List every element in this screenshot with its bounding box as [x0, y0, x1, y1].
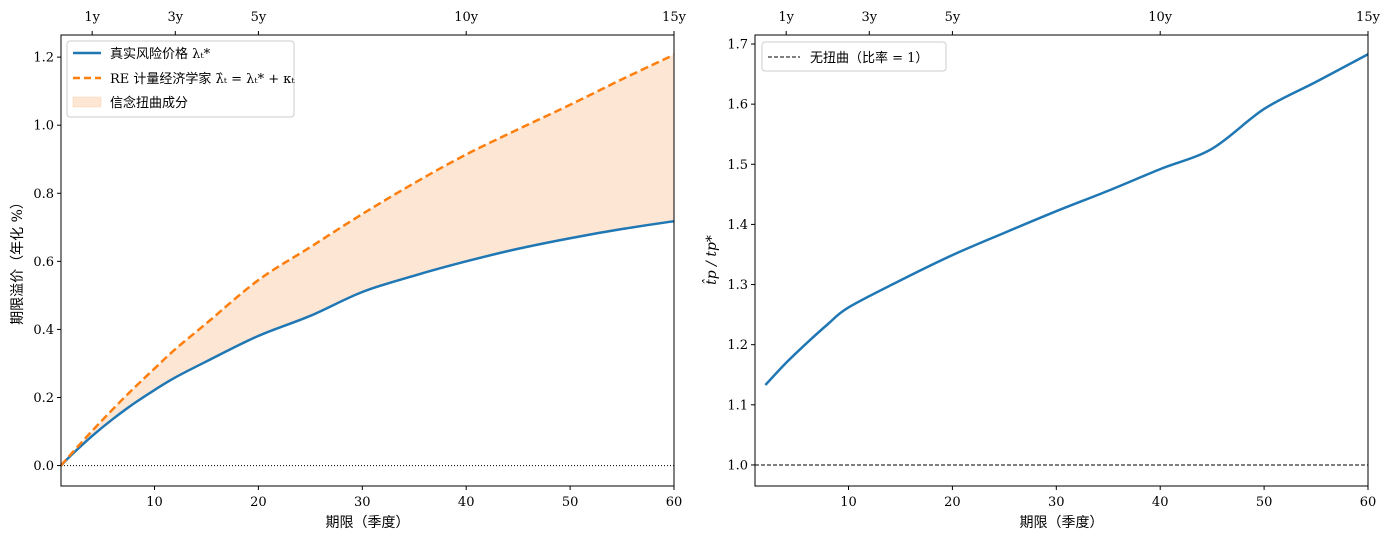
y-tick-label: 1.0	[727, 458, 748, 473]
right-y-axis-label: t̂p / tp*	[701, 235, 720, 285]
legend-label-true-risk-price: 真实风险价格 λₜ*	[110, 46, 211, 62]
right-legend: 无扭曲（比率 = 1）	[761, 41, 947, 72]
x-tick-label: 60	[1360, 495, 1377, 510]
y-tick-label: 1.6	[727, 98, 748, 113]
top-tick-label: 10y	[454, 10, 479, 25]
legend-label-re-econometrician: RE 计量经济学家 λ̂ₜ = λₜ* + κₜ	[110, 71, 295, 87]
left-x-ticks: 10 20 30 40 50 60	[146, 486, 682, 510]
left-axes-frame	[60, 34, 675, 487]
top-tick-label: 3y	[861, 10, 877, 25]
y-tick-label: 0.0	[33, 459, 54, 474]
x-tick-label: 30	[1048, 495, 1065, 510]
right-series-line-0	[764, 53, 1369, 386]
left-series-line-1	[60, 53, 675, 467]
top-tick-label: 1y	[778, 10, 794, 25]
right-x-axis-label: 期限（季度）	[1020, 515, 1104, 531]
x-tick-label: 30	[354, 495, 371, 510]
y-tick-label: 1.5	[727, 158, 748, 173]
x-tick-label: 40	[458, 495, 475, 510]
left-y-ticks: 0.0 0.2 0.4 0.6 0.8 1.0 1.2	[33, 51, 61, 474]
y-tick-label: 1.1	[727, 398, 748, 413]
x-tick-label: 20	[944, 495, 961, 510]
y-tick-label: 1.2	[727, 338, 748, 353]
top-tick-label: 5y	[251, 10, 267, 25]
x-tick-label: 50	[562, 495, 579, 510]
left-legend: 真实风险价格 λₜ* RE 计量经济学家 λ̂ₜ = λₜ* + κₜ 信念扭曲…	[66, 40, 295, 118]
y-tick-label: 1.4	[727, 218, 748, 233]
y-tick-label: 0.8	[33, 187, 54, 202]
x-tick-label: 60	[666, 495, 683, 510]
y-tick-label: 1.7	[727, 38, 748, 53]
top-tick-label: 15y	[662, 10, 687, 25]
top-tick-label: 3y	[167, 10, 183, 25]
y-tick-label: 1.2	[33, 51, 54, 66]
left-plot-area	[60, 53, 675, 467]
top-tick-label: 1y	[84, 10, 100, 25]
left-top-ticks: 1y 3y 5y 10y 15y	[84, 10, 687, 35]
x-tick-label: 10	[840, 495, 857, 510]
legend-label-belief-distortion: 信念扭曲成分	[110, 95, 188, 111]
right-x-ticks: 10 20 30 40 50 60	[840, 486, 1376, 510]
top-tick-label: 10y	[1148, 10, 1173, 25]
right-plot-area	[755, 53, 1369, 466]
right-axes-frame	[754, 34, 1369, 487]
belief-distortion-band	[61, 54, 674, 466]
y-tick-label: 1.0	[33, 119, 54, 134]
y-tick-label: 1.3	[727, 278, 748, 293]
x-tick-label: 50	[1256, 495, 1273, 510]
top-tick-label: 5y	[945, 10, 961, 25]
x-tick-label: 20	[250, 495, 267, 510]
right-legend-box	[761, 41, 947, 72]
left-legend-box	[66, 40, 295, 118]
y-tick-label: 0.2	[33, 391, 54, 406]
left-series-line-0	[60, 219, 675, 467]
y-tick-label: 0.6	[33, 255, 54, 270]
left-y-axis-label: 期限溢价（年化 %）	[10, 195, 26, 325]
left-x-axis-label: 期限（季度）	[326, 515, 410, 531]
x-tick-label: 10	[146, 495, 163, 510]
right-panel: 10 20 30 40 50 60 1.0 1.1 1.2 1.3 1.4 1.5 1.6 1.7 1y…	[701, 10, 1381, 531]
legend-swatch-belief-distortion	[72, 96, 102, 108]
right-top-ticks: 1y 3y 5y 10y 15y	[778, 10, 1381, 35]
top-tick-label: 15y	[1356, 10, 1381, 25]
right-y-ticks: 1.0 1.1 1.2 1.3 1.4 1.5 1.6 1.7	[727, 38, 755, 473]
legend-label-no-distortion: 无扭曲（比率 = 1）	[810, 50, 928, 66]
x-tick-label: 40	[1152, 495, 1169, 510]
left-panel: 10 20 30 40 50 60 0.0 0.2 0.4 0.6 0.8 1.0 1.2 1y 3y 5…	[10, 10, 687, 531]
y-tick-label: 0.4	[33, 323, 54, 338]
